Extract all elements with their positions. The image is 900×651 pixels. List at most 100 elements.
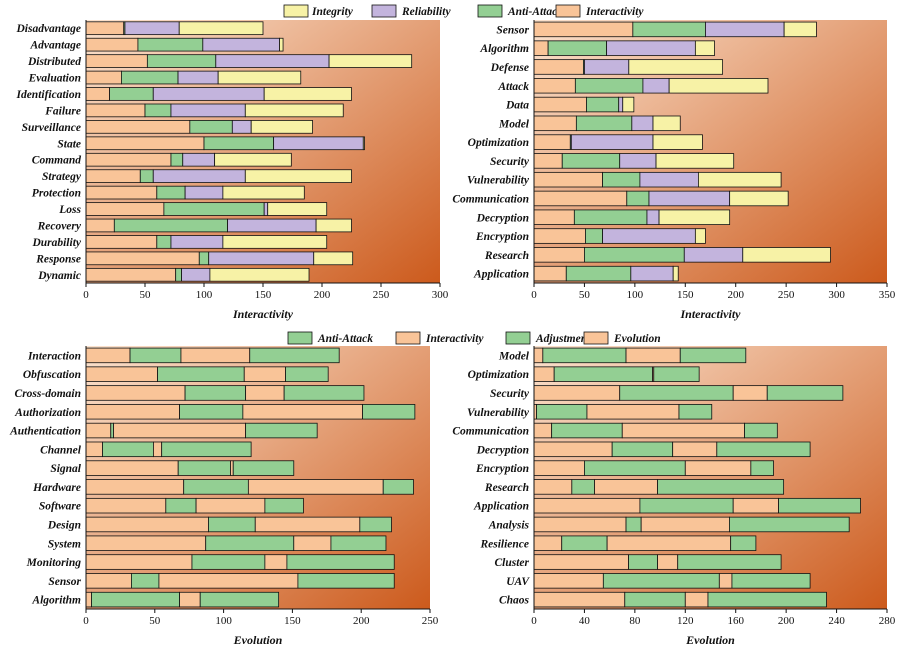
bar-uav-anti-attack (731, 573, 811, 589)
category-label-system: System (48, 538, 81, 550)
legend-swatch-anti-attack (477, 4, 503, 18)
category-label-encryption: Encryption (475, 231, 529, 243)
x-tick-label-200: 200 (727, 289, 744, 301)
bar-durability-interactivity (85, 235, 158, 249)
bar-model-integrity (652, 115, 681, 132)
category-label-algorithm: Algorithm (31, 595, 81, 607)
legend-swatch-interactivity (395, 331, 421, 345)
chart-panel-top-left: Disadvantage Advantage Distributed Evaluati… (15, 4, 644, 321)
category-label-communication: Communication (452, 426, 529, 438)
category-label-advantage: Advantage (30, 40, 81, 52)
bar-software-evolution (85, 497, 167, 514)
bar-vulnerability-anti-attack (678, 404, 713, 420)
bar-algorithm-evolution (85, 591, 92, 608)
x-tick-label-300: 300 (828, 289, 845, 301)
category-label-uav: UAV (506, 576, 530, 588)
bar-evaluation-interactivity (85, 70, 122, 85)
bar-defense-interactivity (533, 59, 584, 75)
category-label-model: Model (498, 350, 530, 362)
category-label-application: Application (473, 269, 529, 281)
bar-durability-anti-attack (156, 235, 172, 249)
category-label-state: State (57, 138, 81, 150)
bar-channel-anti-attack (161, 441, 252, 458)
bar-algorithm-reliability (606, 40, 696, 56)
category-label-optimization: Optimization (468, 369, 529, 381)
legend-swatch-integrity (283, 4, 309, 18)
category-label-application: Application (473, 501, 529, 513)
bar-encryption-interactivity (684, 460, 752, 476)
category-label-vulnerability: Vulnerability (467, 407, 530, 419)
bar-model-interactivity (533, 115, 577, 132)
bar-durability-reliability (170, 235, 224, 249)
bar-security-integrity (655, 153, 735, 169)
bar-decryption-anti-attack (716, 441, 811, 458)
bar-communication-interactivity (621, 422, 745, 439)
bar-state-integrity (362, 136, 365, 151)
bar-surveillance-reliability (231, 120, 252, 134)
bar-hardware-anti-attack (382, 479, 414, 495)
bar-authentication-evolution (85, 422, 112, 439)
legend-swatch-adjustment (505, 331, 531, 345)
bar-encryption-anti-attack (750, 460, 774, 476)
x-tick-label-120: 120 (677, 615, 694, 627)
bar-disadvantage-interactivity (85, 21, 125, 36)
x-tick-label-0: 0 (83, 615, 89, 627)
bar-response-integrity (313, 251, 354, 266)
bar-protection-integrity (222, 185, 305, 200)
category-label-resilience: Resilience (479, 538, 529, 550)
category-label-security: Security (490, 388, 530, 400)
bar-distributed-integrity (328, 54, 413, 68)
category-label-decryption: Decryption (476, 444, 529, 456)
category-label-cross-domain: Cross-domain (15, 388, 81, 400)
bar-chaos-interactivity (684, 591, 709, 608)
x-tick-label-280: 280 (879, 615, 896, 627)
bar-algorithm-integrity (694, 40, 715, 56)
bar-attack-reliability (642, 78, 670, 94)
legend-label-evolution: Evolution (613, 333, 661, 345)
bar-decryption-interactivity (533, 209, 575, 225)
bar-sensor-anti-attack (297, 573, 395, 589)
bar-state-anti-attack (203, 136, 275, 151)
bar-defense-integrity (628, 59, 724, 75)
category-label-disadvantage: Disadvantage (15, 23, 81, 35)
bar-encryption-reliability (602, 228, 696, 244)
category-label-algorithm: Algorithm (479, 43, 529, 55)
x-tick-label-150: 150 (255, 289, 272, 301)
bar-cross-domain-interactivity (245, 385, 285, 401)
category-label-distributed: Distributed (27, 56, 81, 68)
category-label-decryption: Decryption (476, 212, 529, 224)
bar-decryption-anti-attack (573, 209, 648, 225)
category-label-monitoring: Monitoring (26, 557, 82, 569)
category-label-evaluation: Evaluation (28, 73, 81, 85)
bar-research-integrity (742, 247, 831, 263)
bar-security-anti-attack (766, 385, 844, 401)
category-label-vulnerability: Vulnerability (467, 175, 530, 187)
bar-state-interactivity (85, 136, 205, 151)
bar-resilience-adjustment (561, 535, 608, 551)
bar-loss-interactivity (85, 202, 165, 216)
x-tick-label-0: 0 (531, 615, 537, 627)
bar-application-anti-attack (565, 265, 632, 282)
bar-model-reliability (631, 115, 654, 132)
bar-protection-anti-attack (156, 185, 186, 200)
bar-design-adjustment (208, 516, 256, 533)
bar-resilience-interactivity (606, 535, 732, 551)
bar-command-integrity (214, 152, 292, 167)
legend-swatch-anti-attack (287, 331, 313, 345)
bar-surveillance-anti-attack (189, 120, 233, 134)
category-label-response: Response (35, 253, 81, 265)
bar-authentication-anti-attack (245, 422, 318, 439)
bar-evaluation-reliability (177, 70, 219, 85)
bar-resilience-evolution (533, 535, 563, 551)
bar-research-interactivity (594, 479, 658, 495)
bar-cluster-interactivity (657, 554, 679, 570)
bar-software-interactivity (195, 497, 266, 514)
bar-cross-domain-adjustment (184, 385, 247, 401)
x-tick-label-350: 350 (879, 289, 896, 301)
bar-chaos-anti-attack (707, 591, 827, 608)
bar-failure-integrity (244, 103, 344, 118)
x-tick-label-50: 50 (149, 615, 161, 627)
bar-decryption-integrity (658, 209, 731, 225)
bar-sensor-adjustment (131, 573, 160, 589)
bar-security-anti-attack (561, 153, 621, 169)
